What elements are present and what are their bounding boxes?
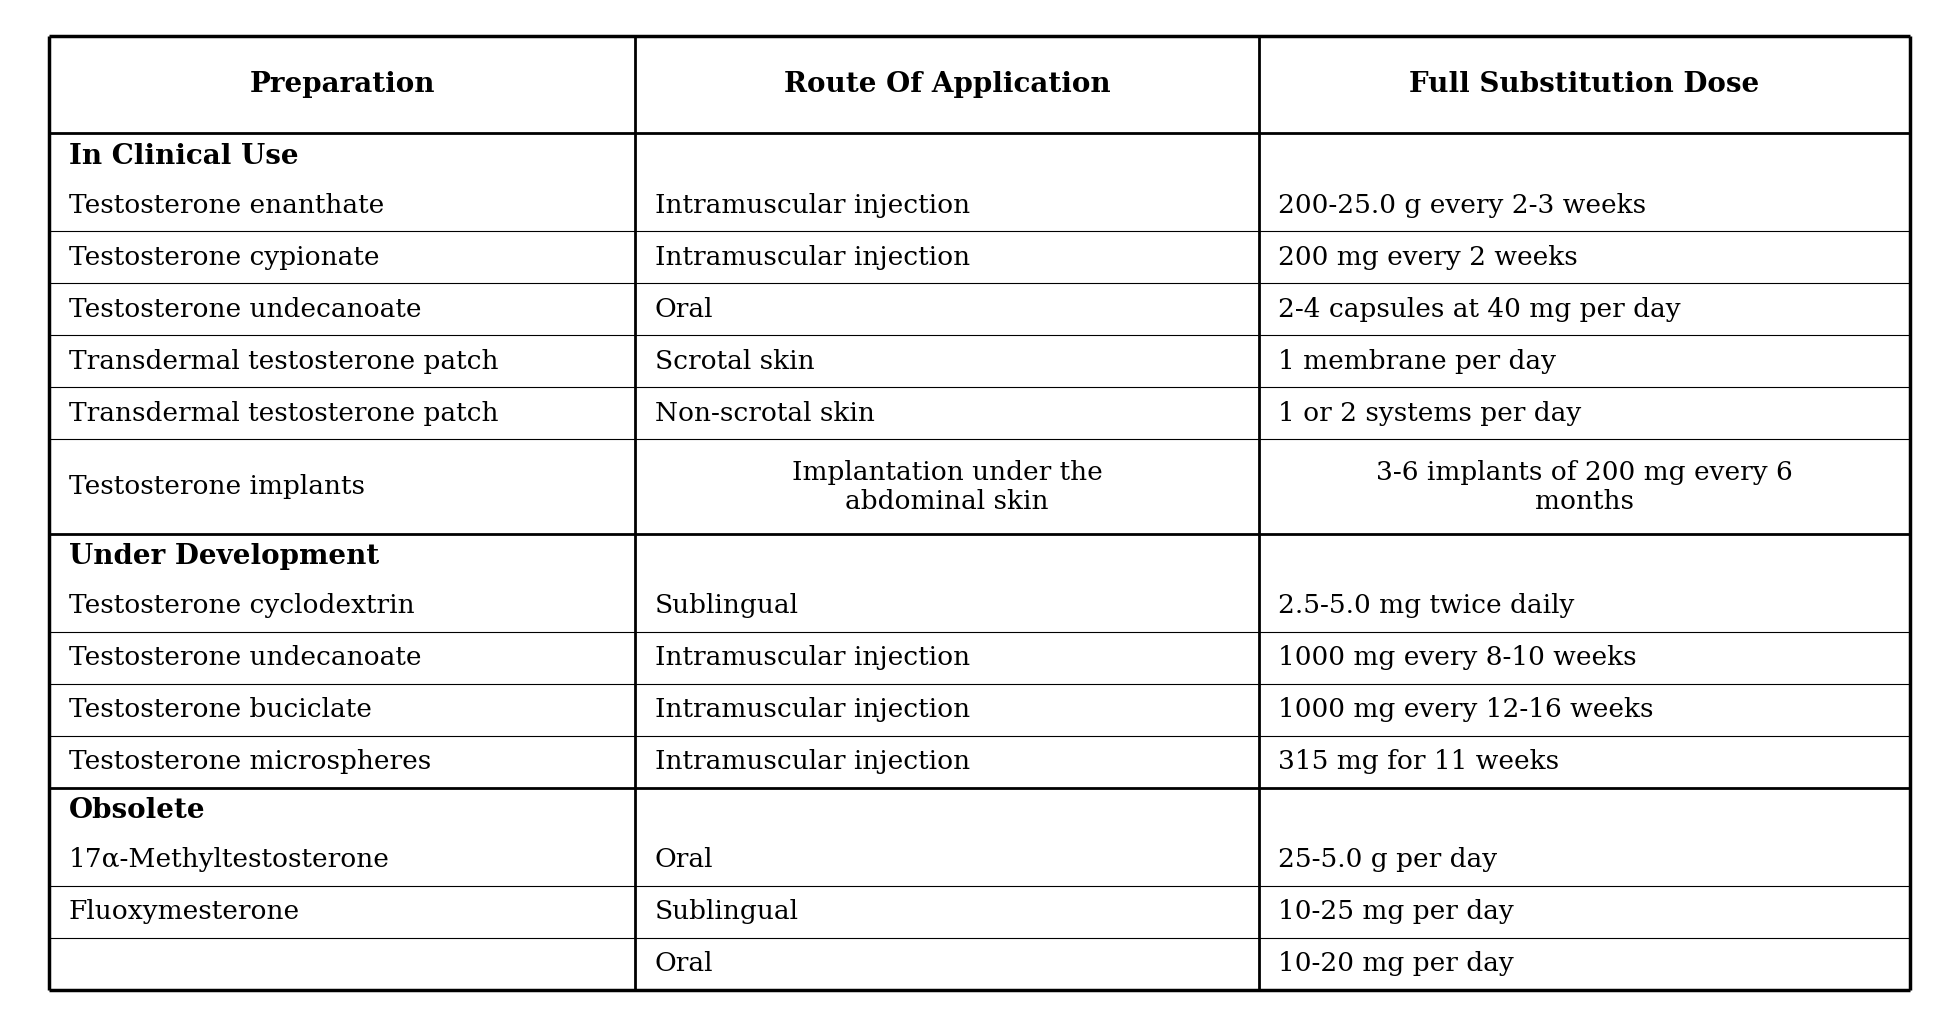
Text: 10-20 mg per day: 10-20 mg per day [1277, 951, 1514, 976]
Text: 10-25 mg per day: 10-25 mg per day [1277, 899, 1514, 924]
Text: Scrotal skin: Scrotal skin [654, 349, 815, 374]
Text: 17α-Methyltestosterone: 17α-Methyltestosterone [69, 848, 390, 872]
Text: Intramuscular injection: Intramuscular injection [654, 245, 970, 270]
Text: 1 or 2 systems per day: 1 or 2 systems per day [1277, 401, 1581, 425]
Text: 3-6 implants of 200 mg every 6
months: 3-6 implants of 200 mg every 6 months [1375, 460, 1792, 514]
Text: Testosterone enanthate: Testosterone enanthate [69, 193, 384, 218]
Text: Non-scrotal skin: Non-scrotal skin [654, 401, 874, 425]
Text: Testosterone buciclate: Testosterone buciclate [69, 697, 372, 723]
Text: Testosterone cyclodextrin: Testosterone cyclodextrin [69, 594, 413, 618]
Text: 2.5-5.0 mg twice daily: 2.5-5.0 mg twice daily [1277, 594, 1575, 618]
Text: Preparation: Preparation [249, 71, 435, 98]
Text: Testosterone implants: Testosterone implants [69, 474, 364, 499]
Text: 1000 mg every 8-10 weeks: 1000 mg every 8-10 weeks [1277, 646, 1638, 670]
Text: Testosterone cypionate: Testosterone cypionate [69, 245, 378, 270]
Text: Transdermal testosterone patch: Transdermal testosterone patch [69, 401, 498, 425]
Text: Obsolete: Obsolete [69, 797, 206, 824]
Text: 25-5.0 g per day: 25-5.0 g per day [1277, 848, 1497, 872]
Text: Under Development: Under Development [69, 543, 378, 570]
Text: Oral: Oral [654, 951, 713, 976]
Text: 200 mg every 2 weeks: 200 mg every 2 weeks [1277, 245, 1579, 270]
Text: 1000 mg every 12-16 weeks: 1000 mg every 12-16 weeks [1277, 697, 1653, 723]
Text: Intramuscular injection: Intramuscular injection [654, 193, 970, 218]
Text: Testosterone microspheres: Testosterone microspheres [69, 749, 431, 774]
Text: 315 mg for 11 weeks: 315 mg for 11 weeks [1277, 749, 1559, 774]
Text: Route Of Application: Route Of Application [784, 71, 1111, 98]
Text: In Clinical Use: In Clinical Use [69, 143, 298, 170]
Text: Testosterone undecanoate: Testosterone undecanoate [69, 646, 421, 670]
Text: Sublingual: Sublingual [654, 594, 799, 618]
Text: 1 membrane per day: 1 membrane per day [1277, 349, 1555, 374]
Text: Oral: Oral [654, 848, 713, 872]
Text: Intramuscular injection: Intramuscular injection [654, 646, 970, 670]
Text: Oral: Oral [654, 296, 713, 322]
Text: Implantation under the
abdominal skin: Implantation under the abdominal skin [791, 460, 1103, 514]
Text: Sublingual: Sublingual [654, 899, 799, 924]
Text: Intramuscular injection: Intramuscular injection [654, 697, 970, 723]
Text: Testosterone undecanoate: Testosterone undecanoate [69, 296, 421, 322]
Text: 2-4 capsules at 40 mg per day: 2-4 capsules at 40 mg per day [1277, 296, 1681, 322]
Text: Fluoxymesterone: Fluoxymesterone [69, 899, 300, 924]
Text: Intramuscular injection: Intramuscular injection [654, 749, 970, 774]
Text: Transdermal testosterone patch: Transdermal testosterone patch [69, 349, 498, 374]
Text: Full Substitution Dose: Full Substitution Dose [1409, 71, 1759, 98]
Text: 200-25.0 g every 2-3 weeks: 200-25.0 g every 2-3 weeks [1277, 193, 1646, 218]
